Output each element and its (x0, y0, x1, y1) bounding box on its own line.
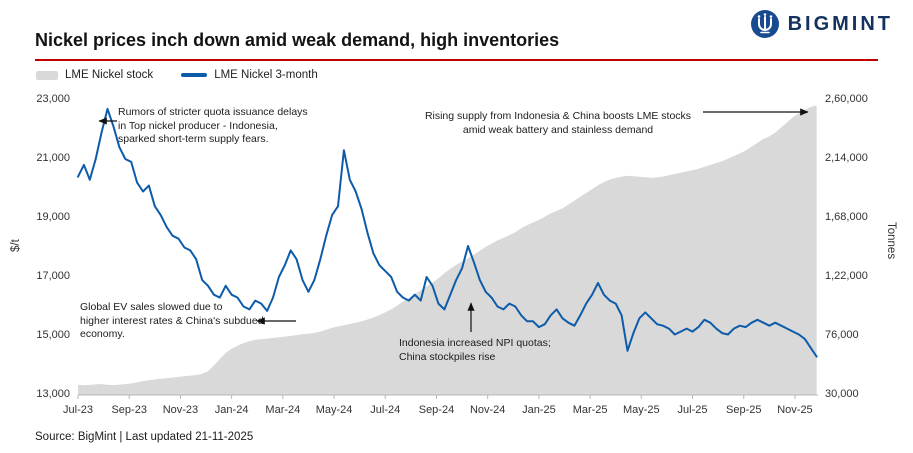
right-axis-tick-label: 2,60,000 (825, 93, 868, 105)
annotation-ev-sales: Global EV sales slowed due to higher int… (80, 301, 264, 341)
chart-canvas (77, 105, 818, 399)
annotation-rising-supply: Rising supply from Indonesia & China boo… (424, 110, 692, 136)
left-axis-tick-label: 17,000 (36, 270, 70, 282)
right-axis-tick-label: 1,68,000 (825, 211, 868, 223)
right-axis-tick-label: 2,14,000 (825, 152, 868, 164)
legend-swatch-area (36, 70, 58, 80)
bigmint-logo-text: BIGMINT (787, 12, 893, 35)
right-axis-tick-labels: 2,60,000 2,14,000 1,68,000 1,22,000 76,000 30… (825, 93, 887, 400)
legend-label-stock: LME Nickel stock (65, 69, 154, 81)
left-axis-tick-labels: 23,000 21,000 19,000 17,000 15,000 13,000 (18, 93, 70, 400)
left-axis-tick-label: 19,000 (36, 211, 70, 223)
x-axis-tick-label: Jan-24 (214, 404, 249, 416)
annotation-quota-rumors: Rumors of stricter quota issuance delays… (118, 106, 308, 146)
x-axis-tick-label: Nov-23 (162, 404, 199, 416)
x-axis-tick-label: Mar-24 (265, 404, 301, 416)
price-line-series (77, 107, 818, 358)
left-axis-tick-label: 15,000 (36, 329, 70, 341)
x-axis-labels: Jul-23 Sep-23 Nov-23 Jan-24 Mar-24 May-24 Jul-… (63, 400, 818, 416)
x-axis-tick-label: May-25 (622, 404, 660, 416)
x-axis-tick-label: Sep-25 (725, 404, 762, 416)
left-axis-tick-label: 13,000 (36, 388, 70, 400)
stock-area-series (78, 105, 817, 396)
page-title: Nickel prices inch down amid weak demand… (35, 30, 560, 50)
left-axis-tick-label: 21,000 (36, 152, 70, 164)
x-axis-tick-label: Jan-25 (522, 404, 556, 416)
legend-item-stock: LME Nickel stock (36, 69, 153, 81)
legend: LME Nickel stock LME Nickel 3-month (36, 69, 318, 81)
right-axis-tick-label: 30,000 (825, 388, 859, 400)
source-note: Source: BigMint | Last updated 21-11-202… (35, 431, 254, 443)
bigmint-logo: BIGMINT (750, 9, 893, 39)
x-axis-tick-label: Sep-23 (111, 404, 147, 416)
title-accent-rule (35, 59, 878, 61)
x-axis-tick-label: Nov-24 (469, 404, 506, 416)
right-axis-tick-label: 1,22,000 (825, 270, 868, 282)
x-axis-tick-label: Jul-25 (677, 404, 708, 416)
right-axis-tick-label: 76,000 (825, 329, 859, 341)
right-axis-title: Tonnes (885, 222, 897, 260)
left-axis-title: $/t (10, 239, 22, 252)
legend-swatch-line (181, 73, 208, 77)
x-axis-tick-label: Sep-24 (418, 404, 455, 416)
annotation-npi-quotas: Indonesia increased NPI quotas; China st… (399, 337, 551, 363)
bigmint-logo-icon (750, 10, 779, 38)
chart-area (77, 100, 818, 399)
legend-item-price: LME Nickel 3-month (181, 69, 318, 81)
x-axis-tick-label: Nov-25 (777, 404, 813, 416)
legend-label-price: LME Nickel 3-month (214, 69, 318, 81)
x-axis-tick-label: May-24 (315, 404, 353, 416)
x-axis-tick-label: Mar-25 (572, 404, 608, 416)
x-axis-tick-label: Jul-24 (370, 404, 401, 416)
x-axis-tick-label: Jul-23 (63, 404, 93, 416)
left-axis-tick-label: 23,000 (36, 93, 70, 105)
